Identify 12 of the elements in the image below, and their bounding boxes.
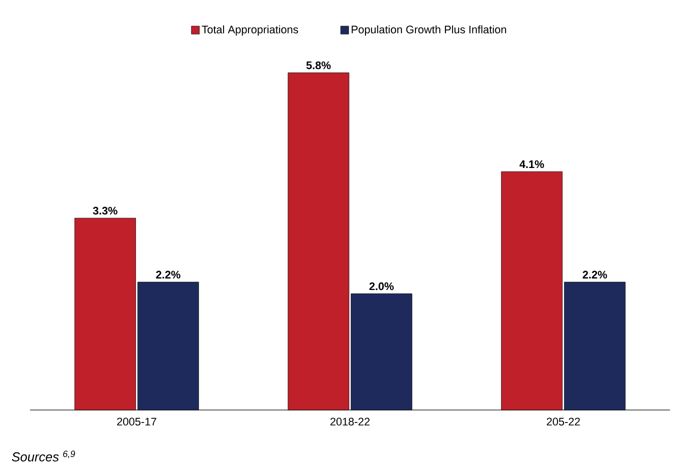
data-label: 3.3% (92, 206, 118, 215)
legend-label: Population Growth Plus Inflation (352, 25, 506, 36)
x-tick-label: 2005-17 (117, 418, 156, 426)
x-tick-label: 205-22 (546, 418, 580, 426)
legend-label: Total Appropriations (202, 25, 298, 36)
x-tick-label: 2018-22 (330, 418, 370, 426)
data-label: 5.8% (306, 61, 331, 70)
data-label: 2.2% (582, 270, 608, 279)
data-label: 4.1% (520, 160, 544, 168)
source-note: Sources $^{6,9}$ (12, 450, 76, 462)
data-label: 2.2% (156, 270, 180, 279)
data-label: 2.0% (369, 282, 394, 290)
